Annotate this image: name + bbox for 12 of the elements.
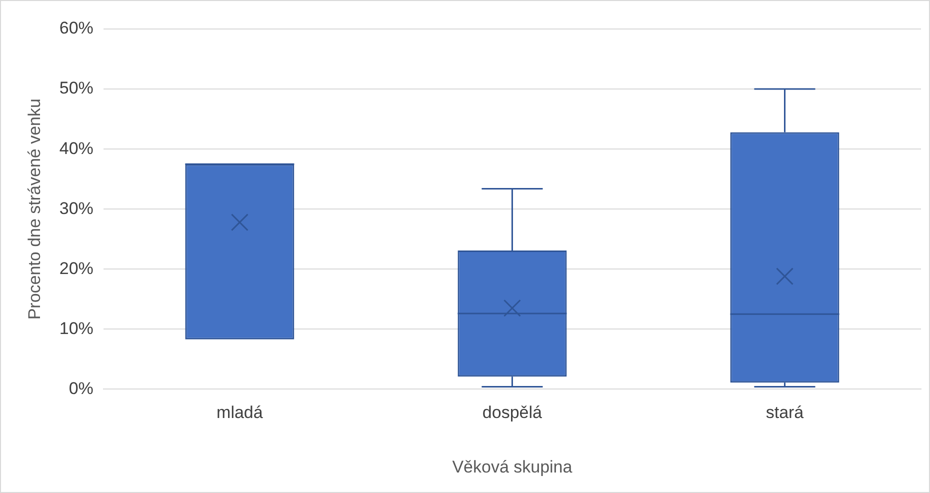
y-tick-label: 60% <box>59 18 94 38</box>
x-tick-label: mladá <box>216 403 264 422</box>
x-tick-label: stará <box>766 403 804 422</box>
y-tick-label: 40% <box>59 138 94 158</box>
x-tick-label: dospělá <box>482 403 543 422</box>
x-axis-title: Věková skupina <box>452 457 573 476</box>
y-tick-label: 20% <box>59 258 94 278</box>
y-tick-label: 0% <box>68 378 94 398</box>
y-axis-title: Procento dne strávené venku <box>24 98 44 320</box>
y-tick-label: 30% <box>59 198 94 218</box>
y-tick-label: 10% <box>59 318 94 338</box>
y-tick-label: 50% <box>59 78 94 98</box>
